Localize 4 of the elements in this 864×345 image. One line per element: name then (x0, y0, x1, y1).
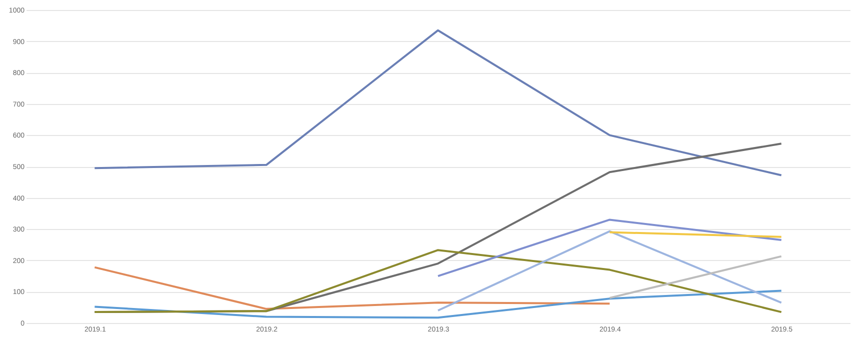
line-series (94, 266, 611, 310)
line-series (94, 290, 782, 319)
line-series (94, 249, 782, 314)
line-series (94, 29, 782, 176)
